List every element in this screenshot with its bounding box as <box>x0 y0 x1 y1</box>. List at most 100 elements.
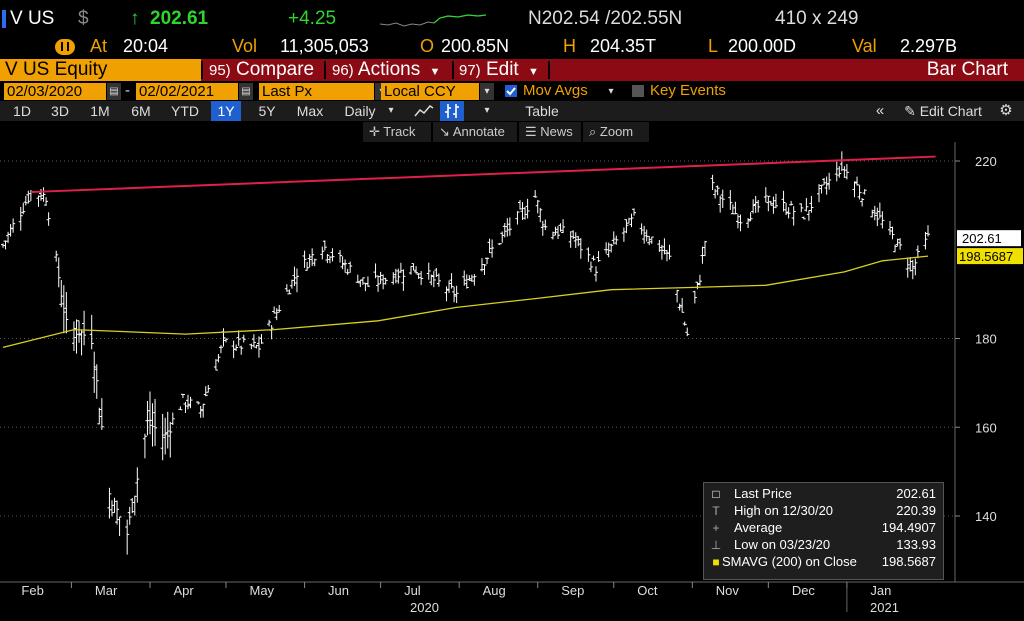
legend-label: High on 12/30/20 <box>734 503 834 518</box>
ohlc-bar <box>609 243 614 253</box>
ohlc-bar <box>115 500 120 525</box>
ohlc-bar <box>312 258 317 267</box>
ohlc-bar <box>434 267 439 277</box>
compare-button[interactable]: 95) Compare <box>209 59 314 81</box>
ohlc-bar <box>287 289 292 295</box>
ohlc-bar <box>274 308 279 321</box>
ohlc-bar <box>431 271 436 288</box>
ohlc-bar <box>500 231 505 243</box>
calendar-icon[interactable]: ▤ <box>107 83 121 100</box>
ohlc-bar <box>206 384 211 393</box>
news-label: News <box>540 124 573 139</box>
ohlc-bar <box>414 266 419 274</box>
period-1y[interactable]: 1Y <box>211 101 241 121</box>
news-button[interactable]: ☰ News <box>519 122 581 142</box>
net-change: +4.25 <box>288 8 337 29</box>
ohlc-bar <box>419 271 424 285</box>
ohlc-bar <box>875 207 880 227</box>
ohlc-bar <box>472 274 477 286</box>
ohlc-bar <box>322 240 327 251</box>
ohlc-bar <box>221 328 226 347</box>
function-bar: V US Equity 95) Compare 96) Actions ▼ 97… <box>0 59 1024 81</box>
ohlc-bar <box>320 246 325 260</box>
frequency-select[interactable]: Daily <box>344 103 376 119</box>
period-6m[interactable]: 6M <box>131 103 151 119</box>
traded-value: 2.297B <box>900 36 958 56</box>
table-button[interactable]: Table <box>525 103 559 119</box>
ohlc-bar <box>251 334 256 348</box>
ohlc-bar <box>218 345 223 354</box>
annotate-button[interactable]: ↘ Annotate <box>433 122 517 142</box>
line-chart-icon[interactable] <box>414 104 434 118</box>
period-1d[interactable]: 1D <box>13 103 31 119</box>
ticker[interactable]: V US <box>10 8 55 29</box>
volume-label: Vol <box>232 36 258 56</box>
track-button[interactable]: ✛ Track <box>363 122 431 142</box>
currency-select[interactable]: Local CCY <box>381 83 479 100</box>
edit-chart-button[interactable]: ✎ Edit Chart <box>896 101 990 121</box>
quote-time: 20:04 <box>123 36 169 56</box>
ohlc-bar <box>543 219 548 231</box>
ohlc-bar <box>586 247 591 262</box>
ohlc-bar <box>236 330 241 346</box>
ohlc-bar <box>870 209 875 218</box>
chevron-down-icon[interactable]: ▾ <box>608 86 614 97</box>
ohlc-bar <box>682 321 687 326</box>
start-date-field[interactable]: 02/03/2020 <box>4 83 106 100</box>
ohlc-bar <box>842 166 847 178</box>
edit-button[interactable]: 97) Edit ▼ <box>459 59 539 81</box>
actions-button[interactable]: 96) Actions ▼ <box>332 59 440 81</box>
period-ytd[interactable]: YTD <box>171 103 199 119</box>
ohlc-bar <box>272 306 277 314</box>
ohlc-bar <box>561 219 566 234</box>
alert-icon[interactable] <box>54 38 76 56</box>
volume: 11,305,053 <box>280 36 369 56</box>
zoom-button[interactable]: ⌕ Zoom <box>583 122 649 142</box>
ohlc-bar <box>11 218 16 233</box>
ohlc-bar <box>852 181 857 198</box>
ohlc-bar <box>614 235 619 245</box>
ohlc-bar <box>170 412 175 425</box>
magnifier-icon: ⌕ <box>589 124 597 139</box>
key-events-checkbox[interactable] <box>632 85 644 97</box>
ohlc-bar <box>791 206 796 226</box>
ohlc-bar <box>444 286 449 302</box>
ohlc-bar <box>259 334 264 344</box>
collapse-icon[interactable]: « <box>875 102 885 119</box>
ohlc-bar <box>662 238 667 255</box>
field-select[interactable]: Last Px <box>259 83 374 100</box>
ohlc-bar <box>629 213 634 228</box>
period-5y[interactable]: 5Y <box>258 103 276 119</box>
chevron-down-icon[interactable]: ▾ <box>388 105 394 116</box>
chart-legend[interactable]: □ Last Price 202.61 T High on 12/30/20 2… <box>703 482 944 580</box>
chevron-down-icon[interactable]: ▾ <box>480 83 494 100</box>
period-3d[interactable]: 3D <box>51 103 69 119</box>
ohlc-bar <box>558 223 563 232</box>
ohlc-bar <box>664 250 669 262</box>
ohlc-bar <box>216 354 221 363</box>
ohlc-bar <box>358 279 363 288</box>
mov-avgs-checkbox[interactable] <box>505 85 517 97</box>
ohlc-bar <box>502 222 507 238</box>
price-chart[interactable]: 140 160 180 220 Feb Mar Apr May Jun Jul Aug Sep Oct… <box>0 142 1024 621</box>
ohlc-bar <box>97 407 102 425</box>
ohlc-bar <box>697 274 702 286</box>
ohlc-bar <box>365 276 370 287</box>
ohlc-bar <box>550 231 555 240</box>
ohlc-bar <box>147 391 152 435</box>
ohlc-bar <box>338 250 343 263</box>
end-date-field[interactable]: 02/02/2021 <box>136 83 238 100</box>
ohlc-bar <box>591 255 596 261</box>
security-field[interactable]: V US Equity <box>0 59 201 81</box>
chevron-down-icon[interactable]: ▾ <box>484 105 490 116</box>
period-max[interactable]: Max <box>296 103 324 119</box>
compare-number: 95) <box>209 62 231 79</box>
ohlc-bar <box>436 273 441 287</box>
ohlc-bar <box>160 413 165 461</box>
ohlc-bar <box>109 500 114 517</box>
calendar-icon[interactable]: ▤ <box>239 83 253 100</box>
gear-icon[interactable]: ⚙ <box>999 102 1013 119</box>
ohlc-bar <box>677 303 682 311</box>
period-1m[interactable]: 1M <box>90 103 110 119</box>
bar-chart-icon[interactable] <box>440 101 464 121</box>
